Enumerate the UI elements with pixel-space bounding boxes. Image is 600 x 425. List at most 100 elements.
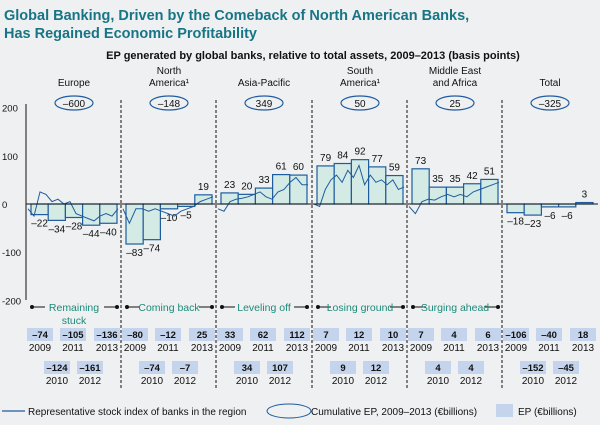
ep-value: –106 — [505, 330, 526, 341]
ep-value-box — [458, 361, 484, 374]
ep-bar — [30, 203, 49, 216]
ep-value: 6 — [485, 330, 490, 341]
year-label: 2011 — [62, 343, 84, 354]
ep-value-box — [441, 328, 467, 341]
year-label: 2013 — [572, 343, 595, 354]
ep-bar — [480, 178, 499, 205]
year-label: 2010 — [236, 376, 259, 387]
ep-bar — [463, 183, 482, 205]
y-tick-label: 100 — [2, 152, 18, 163]
bar-value-label: 61 — [276, 162, 288, 173]
ep-value-box — [330, 361, 356, 374]
stock-index-line — [122, 196, 214, 225]
ep-value: –136 — [96, 330, 117, 341]
year-label: 2013 — [382, 343, 405, 354]
ep-value: 18 — [578, 330, 589, 341]
ep-value-box — [408, 328, 434, 341]
legend-oval-label: Cumulative EP, 2009–2013 (€billions) — [311, 407, 477, 418]
ep-value-box — [284, 328, 310, 341]
year-label: 2012 — [174, 376, 197, 387]
bar-value-label: –28 — [66, 221, 83, 232]
bar-value-label: 73 — [415, 156, 427, 167]
year-label: 2012 — [269, 376, 292, 387]
bar-value-label: –22 — [31, 219, 48, 230]
bar-value-label: 23 — [224, 180, 236, 191]
phase-label: Surging ahead — [421, 302, 489, 314]
region-name: America¹ — [340, 78, 381, 89]
ep-value-box — [425, 361, 451, 374]
year-label: 2010 — [332, 376, 355, 387]
title-line-1: Global Banking, Driven by the Comeback o… — [4, 8, 469, 24]
year-label: 2009 — [29, 343, 52, 354]
ep-value-box — [44, 361, 70, 374]
cumulative-ep-value: 349 — [256, 99, 273, 110]
ep-bar — [445, 186, 465, 205]
bar-value-label: 77 — [372, 154, 384, 165]
ep-bar — [523, 203, 543, 216]
cumulative-ep-oval — [530, 95, 570, 111]
bar-value-label: 60 — [293, 162, 305, 173]
ep-value: 62 — [258, 330, 269, 341]
cumulative-ep-oval — [54, 95, 94, 111]
ep-value: –80 — [127, 330, 143, 341]
ep-bar — [411, 168, 430, 205]
bar-value-label: –40 — [100, 227, 117, 238]
cumulative-ep-value: –148 — [158, 99, 181, 110]
ep-bar — [368, 166, 387, 205]
region-name: America¹ — [149, 78, 190, 89]
ep-value-box — [313, 328, 339, 341]
ep-value: 7 — [418, 330, 423, 341]
ep-value-box — [380, 328, 406, 341]
cumulative-ep-value: 50 — [354, 99, 366, 110]
bar-value-label: –18 — [507, 217, 524, 228]
phase-label: Coming back — [138, 302, 200, 314]
bar-value-label: 84 — [337, 151, 349, 162]
ep-value-box — [250, 328, 276, 341]
ep-value-box — [234, 361, 260, 374]
ep-value: –12 — [160, 330, 176, 341]
year-label: 2011 — [538, 343, 560, 354]
ep-value-box — [122, 328, 148, 341]
ep-bar — [385, 174, 404, 205]
year-label: 2013 — [477, 343, 500, 354]
year-label: 2010 — [427, 376, 450, 387]
region-name: Europe — [58, 78, 91, 89]
y-tick-label: 200 — [2, 104, 18, 115]
ep-value-box — [475, 328, 501, 341]
ep-bar — [506, 203, 525, 214]
bar-value-label: 42 — [467, 171, 479, 182]
ep-bar — [194, 194, 213, 205]
bar-value-label: –6 — [544, 211, 556, 222]
year-label: 2011 — [157, 343, 179, 354]
ep-value: –7 — [180, 363, 191, 374]
year-label: 2009 — [219, 343, 242, 354]
ep-value: –152 — [522, 363, 543, 374]
cumulative-ep-oval — [244, 95, 284, 111]
ep-bar — [272, 173, 291, 205]
ep-value-box — [189, 328, 215, 341]
bar-value-label: –5 — [181, 210, 193, 221]
bar-value-label: 92 — [354, 147, 366, 158]
region-name-line1: Middle East — [429, 66, 481, 77]
bar-value-label: 19 — [198, 182, 210, 193]
ep-value: 12 — [354, 330, 365, 341]
chart-subtitle: EP generated by global banks, relative t… — [106, 50, 520, 62]
phase-label: Remaining — [49, 302, 99, 314]
ep-value: 25 — [197, 330, 208, 341]
ep-value: –74 — [32, 330, 49, 341]
bar-value-label: 3 — [582, 190, 588, 201]
bar-value-label: –23 — [524, 219, 541, 230]
cumulative-ep-oval — [435, 95, 475, 111]
year-label: 2010 — [46, 376, 69, 387]
ep-value: 12 — [371, 363, 382, 374]
title-line-2: Has Regained Economic Profitability — [4, 26, 257, 42]
region-name: Total — [539, 78, 560, 89]
legend-box-label: EP (€billions) — [518, 407, 577, 418]
region-panel: Total–325–18 –23–6 –63–1062009–1522010–402… — [503, 78, 596, 387]
ep-value: 9 — [340, 363, 345, 374]
ep-value-box — [363, 361, 389, 374]
stock-index-line — [313, 163, 405, 208]
ep-value-box — [27, 328, 53, 341]
